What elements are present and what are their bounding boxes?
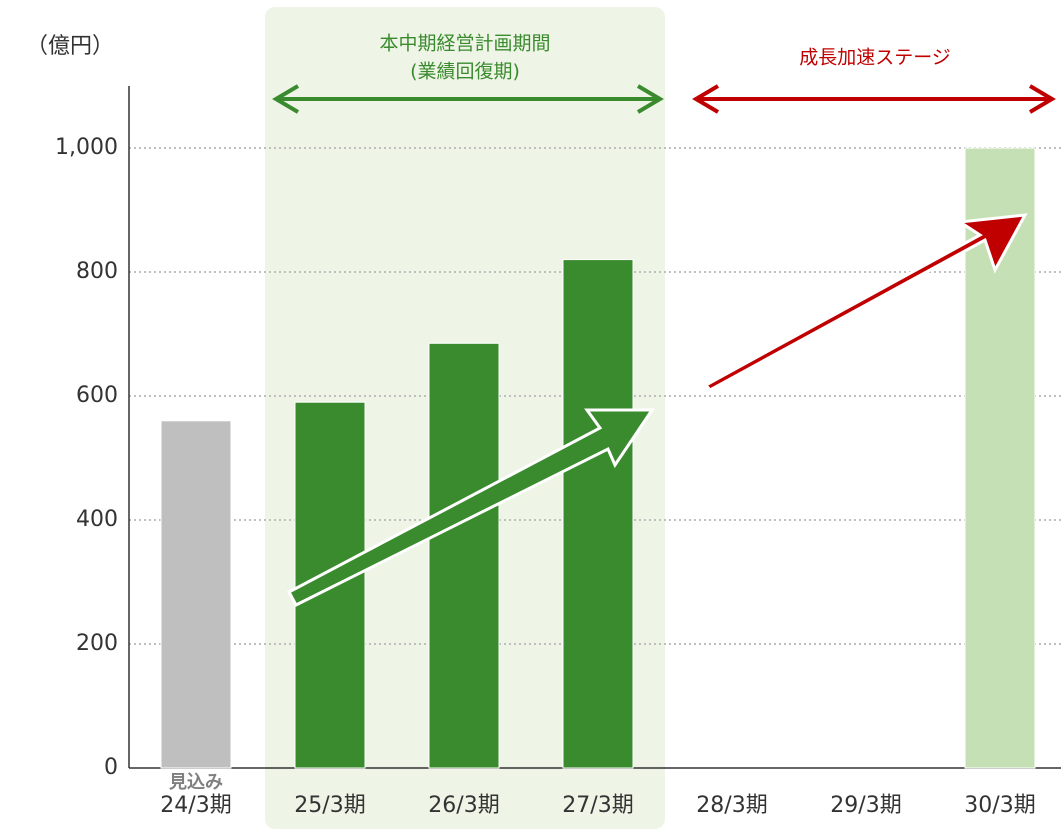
x-tick-label: 30/3期 [964,793,1035,818]
y-tick-label: 0 [104,755,118,780]
x-tick-label: 24/3期 [160,793,231,818]
x-tick-label: 25/3期 [294,793,365,818]
plan-period-sublabel: (業績回復期) [410,61,520,83]
y-tick-label: 800 [76,259,118,284]
trend-arrow-green [286,408,655,607]
growth-arrow [692,84,1056,114]
growth-stage-label: 成長加速ステージ [799,47,951,69]
x-tick-label: 26/3期 [428,793,499,818]
x-tick-label: 28/3期 [696,793,767,818]
plan-arrow [272,84,664,114]
unit-label: （億円） [26,34,114,59]
bar [428,342,500,769]
trend-arrow-red [703,213,1028,392]
x-tick-label: 29/3期 [830,793,901,818]
plan-period-label: 本中期経営計画期間 [379,33,550,55]
y-tick-label: 200 [76,631,118,656]
bar [562,259,634,769]
y-tick-label: 600 [76,383,118,408]
x-tick-label: 27/3期 [562,793,633,818]
bar [160,420,232,769]
forecast-label: 見込み [168,772,223,793]
y-tick-label: 1,000 [55,135,118,160]
y-tick-label: 400 [76,507,118,532]
